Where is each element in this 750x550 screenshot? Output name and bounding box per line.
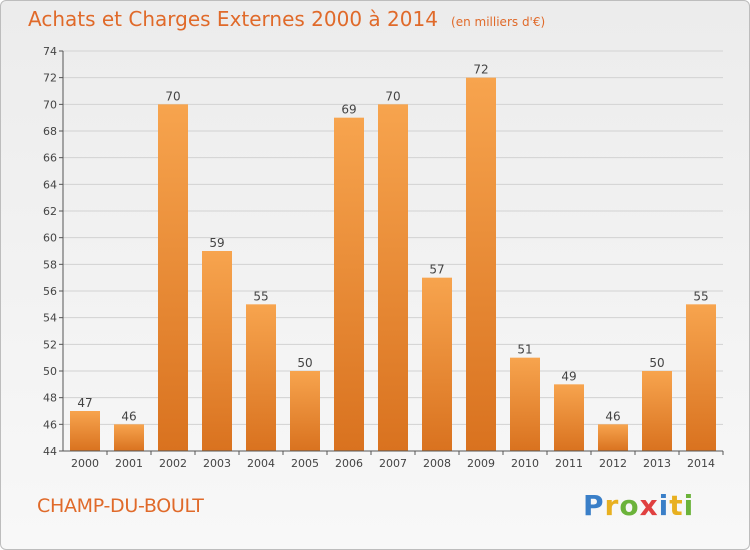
x-tick-label: 2014: [687, 457, 715, 470]
y-tick-label: 52: [43, 338, 57, 351]
bar: [554, 384, 584, 451]
bar: [466, 77, 496, 452]
bar: [422, 277, 452, 451]
y-tick-label: 64: [43, 178, 57, 191]
value-label: 57: [429, 263, 444, 277]
logo-letter: o: [619, 489, 640, 522]
x-tick-label: 2011: [555, 457, 583, 470]
value-labels: 47 46 70 59 55 50 69 70 57 72 51 49 46 50 55: [77, 63, 708, 424]
logo-letter: r: [604, 489, 620, 522]
bar: [202, 251, 232, 451]
commune-name: CHAMP-DU-BOULT: [37, 495, 204, 517]
bar: [158, 104, 188, 451]
y-tick-labels: 44 46 48 50 52 54 56 58 60 62 64 66 68 70 72 74: [43, 45, 57, 458]
axes: [62, 51, 723, 452]
bar: [114, 424, 144, 451]
value-label: 46: [605, 409, 620, 423]
logo-letter: t: [669, 489, 684, 522]
y-tick-label: 56: [43, 285, 57, 298]
y-tick-label: 70: [43, 98, 57, 111]
value-label: 55: [693, 289, 708, 303]
logo-letter: x: [639, 489, 659, 522]
logo-letter: i: [683, 489, 695, 522]
proxiti-logo: Proxiti: [583, 489, 694, 522]
bar: [290, 371, 320, 451]
value-label: 51: [517, 343, 532, 357]
value-label: 72: [473, 63, 488, 77]
x-tick-label: 2013: [643, 457, 671, 470]
y-tick-label: 58: [43, 258, 57, 271]
value-label: 69: [341, 103, 356, 117]
x-tick-label: 2005: [291, 457, 319, 470]
logo-letter: i: [658, 489, 670, 522]
value-label: 70: [385, 89, 400, 103]
y-tick-label: 60: [43, 232, 57, 245]
title-unit: (en milliers d'€): [451, 15, 546, 29]
value-label: 59: [209, 236, 224, 250]
x-tick-label: 2002: [159, 457, 187, 470]
y-tick-label: 44: [43, 445, 57, 458]
chart-title: Achats et Charges Externes 2000 à 2014 (…: [28, 7, 545, 31]
x-tick-label: 2004: [247, 457, 275, 470]
bar: [686, 304, 716, 451]
bar: [378, 104, 408, 451]
y-tick-label: 62: [43, 205, 57, 218]
value-label: 50: [649, 356, 664, 370]
bar: [70, 411, 100, 451]
y-tick-label: 50: [43, 365, 57, 378]
x-tick-label: 2008: [423, 457, 451, 470]
x-tick-labels: 2000 2001 2002 2003 2004 2005 2006 2007 2008 2009…: [71, 451, 724, 470]
value-label: 49: [561, 369, 576, 383]
y-tick-label: 48: [43, 392, 57, 405]
y-tick-label: 68: [43, 125, 57, 138]
value-label: 70: [165, 89, 180, 103]
x-tick-label: 2001: [115, 457, 143, 470]
value-label: 55: [253, 289, 268, 303]
bar: [510, 357, 540, 451]
x-tick-label: 2000: [71, 457, 99, 470]
bar: [642, 371, 672, 451]
bar: [246, 304, 276, 451]
y-tick-label: 74: [43, 45, 57, 58]
bars: [70, 77, 716, 452]
x-tick-label: 2010: [511, 457, 539, 470]
y-tick-label: 46: [43, 418, 57, 431]
x-tick-label: 2012: [599, 457, 627, 470]
title-main: Achats et Charges Externes 2000 à 2014: [28, 7, 438, 31]
logo-letter: P: [583, 489, 605, 522]
x-tick-label: 2006: [335, 457, 363, 470]
value-label: 47: [77, 396, 92, 410]
y-tick-label: 54: [43, 312, 57, 325]
x-tick-label: 2009: [467, 457, 495, 470]
value-label: 46: [121, 409, 136, 423]
value-label: 50: [297, 356, 312, 370]
bar: [598, 424, 628, 451]
x-tick-label: 2007: [379, 457, 407, 470]
y-tick-label: 72: [43, 72, 57, 85]
x-tick-label: 2003: [203, 457, 231, 470]
bar: [334, 117, 364, 452]
y-tick-label: 66: [43, 152, 57, 165]
